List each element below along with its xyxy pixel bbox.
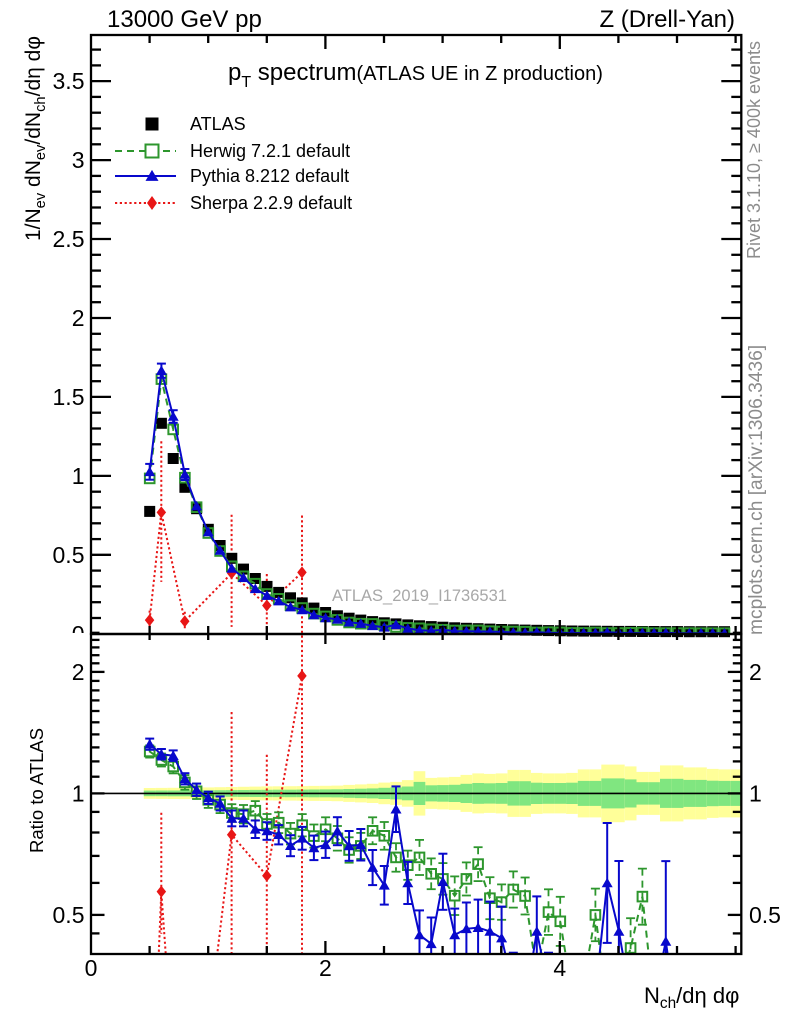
- svg-text:0.5: 0.5: [749, 902, 781, 928]
- svg-text:Herwig 7.2.1 default: Herwig 7.2.1 default: [190, 141, 350, 161]
- svg-text:0: 0: [72, 621, 85, 647]
- svg-text:Ratio to ATLAS: Ratio to ATLAS: [26, 728, 47, 853]
- svg-text:1/Nev dNev/dNch/dη dφ: 1/Nev dNev/dNch/dη dφ: [22, 36, 49, 241]
- svg-text:1: 1: [72, 780, 85, 806]
- svg-text:1: 1: [749, 780, 762, 806]
- svg-text:2: 2: [72, 305, 85, 331]
- svg-text:0.5: 0.5: [53, 542, 85, 568]
- svg-text:2: 2: [319, 955, 332, 981]
- svg-text:2: 2: [749, 659, 762, 685]
- svg-text:ATLAS: ATLAS: [190, 114, 246, 134]
- svg-text:mcplots.cern.ch [arXiv:1306.34: mcplots.cern.ch [arXiv:1306.3436]: [746, 345, 767, 635]
- svg-text:Nch/dη dφ: Nch/dη dφ: [644, 983, 739, 1012]
- svg-text:ATLAS_2019_I1736531: ATLAS_2019_I1736531: [332, 587, 507, 605]
- svg-text:2: 2: [72, 659, 85, 685]
- svg-text:1: 1: [72, 463, 85, 489]
- svg-text:Rivet 3.1.10, ≥ 400k events: Rivet 3.1.10, ≥ 400k events: [744, 41, 764, 259]
- svg-text:2.5: 2.5: [53, 226, 85, 252]
- svg-text:13000 GeV pp: 13000 GeV pp: [107, 6, 262, 33]
- svg-text:Z (Drell-Yan): Z (Drell-Yan): [599, 6, 735, 33]
- svg-text:0.5: 0.5: [53, 902, 85, 928]
- svg-text:1.5: 1.5: [53, 384, 85, 410]
- svg-text:Pythia 8.212 default: Pythia 8.212 default: [190, 166, 349, 186]
- svg-text:3: 3: [72, 147, 85, 173]
- svg-text:Sherpa 2.2.9 default: Sherpa 2.2.9 default: [190, 193, 352, 213]
- svg-text:0: 0: [85, 955, 98, 981]
- svg-text:4: 4: [553, 955, 566, 981]
- svg-text:3.5: 3.5: [53, 68, 85, 94]
